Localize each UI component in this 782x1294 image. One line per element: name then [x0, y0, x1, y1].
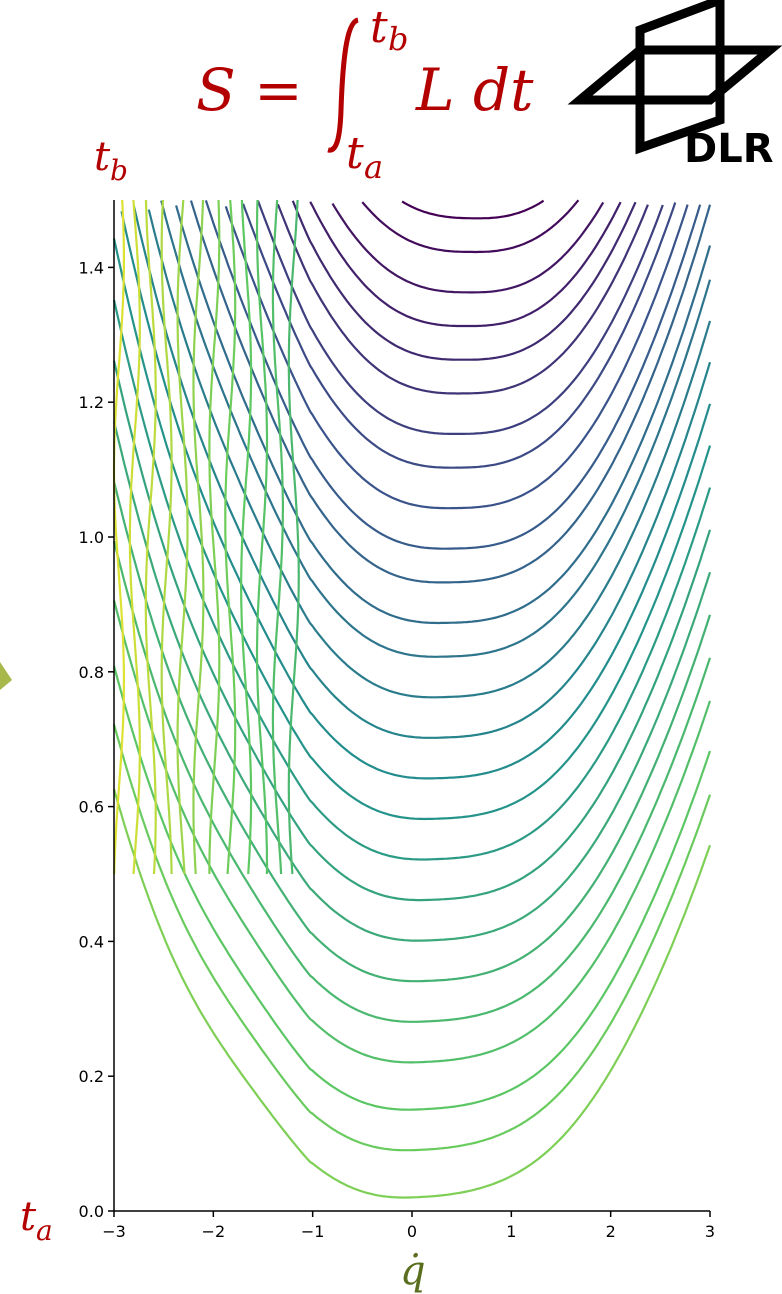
contour-line — [114, 239, 710, 819]
t-a-label: t a — [20, 1194, 53, 1247]
y-tick-label: 0.0 — [79, 1202, 104, 1221]
integral-upper-limit: t — [370, 2, 388, 53]
dlr-logo-icon: DLR — [580, 0, 774, 172]
y-tick-label: 1.0 — [79, 528, 104, 547]
contour-line — [402, 201, 543, 219]
contour-line — [114, 200, 124, 874]
contour-line — [114, 601, 710, 1063]
contour-lines — [114, 200, 710, 1198]
contour-plot: −3 −2 −1 0 1 2 3 0.0 0.2 0.4 0.6 0.8 1.0 1.2 1.4 — [79, 200, 716, 1241]
contour-line — [114, 725, 710, 1151]
y-tick-label: 1.4 — [79, 258, 104, 277]
contour-line — [225, 200, 235, 874]
x-tick-label: −1 — [301, 1222, 325, 1241]
svg-text:b: b — [110, 154, 128, 187]
dlr-logo-text: DLR — [684, 126, 774, 172]
contour-line — [130, 200, 140, 874]
y-tick-label: 0.4 — [79, 932, 104, 951]
y-tick-label: 0.6 — [79, 798, 104, 817]
contour-line — [243, 203, 675, 468]
contour-line — [114, 666, 710, 1110]
t-b-label: t b — [94, 134, 128, 187]
formula-lhs: S = — [196, 56, 303, 124]
decorative-wedge — [0, 662, 12, 690]
svg-text:t: t — [94, 134, 111, 180]
contour-line — [362, 200, 578, 252]
contour-line — [333, 202, 604, 292]
y-tick-label: 1.2 — [79, 393, 104, 412]
contour-line — [209, 200, 219, 874]
x-tick-label: −3 — [102, 1222, 126, 1241]
contour-line — [176, 205, 710, 623]
integral-lower-limit: t — [346, 128, 364, 179]
svg-text:t: t — [20, 1194, 37, 1240]
integrand: L dt — [415, 56, 534, 124]
x-tick-label: 1 — [506, 1222, 516, 1241]
integral-lower-subscript: a — [364, 148, 383, 186]
y-tick-label: 0.2 — [79, 1067, 104, 1086]
action-formula: S = t b t a L dt — [196, 2, 534, 186]
contour-line — [162, 200, 172, 874]
integral-upper-subscript: b — [388, 20, 408, 58]
x-tick-label: −2 — [202, 1222, 226, 1241]
x-tick-label: 0 — [407, 1222, 417, 1241]
y-tick-label: 0.8 — [79, 663, 104, 682]
svg-text:a: a — [36, 1214, 53, 1247]
contour-line — [146, 200, 156, 874]
contour-line — [114, 789, 710, 1197]
x-ticks: −3 −2 −1 0 1 2 3 — [102, 1211, 715, 1241]
x-tick-label: 3 — [705, 1222, 715, 1241]
contour-line — [149, 210, 710, 698]
y-ticks: 0.0 0.2 0.4 0.6 0.8 1.0 1.2 1.4 — [79, 258, 114, 1221]
x-axis-label: q̇ — [400, 1248, 426, 1294]
x-tick-label: 2 — [606, 1222, 616, 1241]
